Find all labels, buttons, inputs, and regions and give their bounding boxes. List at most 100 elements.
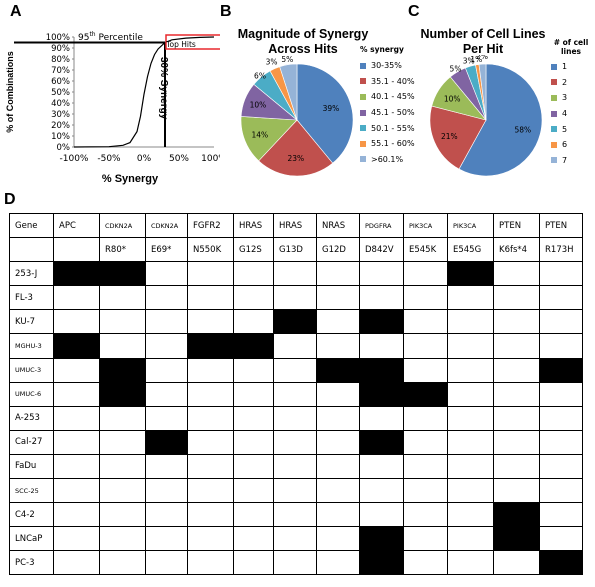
table-row: KU-7: [9, 309, 583, 335]
mutation-absent-cell: [145, 478, 188, 504]
table-row: UMUC-6: [9, 381, 583, 407]
panel-c-label: C: [408, 3, 420, 20]
mutation-absent-cell: [359, 405, 404, 431]
panel-d-label: D: [4, 191, 16, 208]
cell-line-name: A-253: [9, 405, 54, 431]
mutation-absent-cell: [145, 285, 188, 311]
mutation-absent-cell: [447, 526, 494, 552]
mutation-absent-cell: [273, 381, 317, 407]
mutation-absent-cell: [273, 357, 317, 383]
y-tick-label: 80%: [51, 55, 70, 65]
legend-label: 45.1 - 50%: [371, 108, 415, 118]
top-hits-label: Top Hits: [165, 40, 196, 49]
mutation-absent-cell: [145, 357, 188, 383]
panel-a-label: A: [10, 3, 22, 20]
mutation-absent-cell: [273, 429, 317, 455]
mutation-absent-cell: [359, 285, 404, 311]
gene-name-cell: CDKN2A: [99, 212, 146, 239]
mutation-name-cell: N550K: [187, 237, 234, 263]
mutation-absent-cell: [187, 478, 234, 504]
x-tick-label: -50%: [97, 154, 121, 164]
legend-item: 6: [551, 137, 593, 153]
mutation-present-cell: [316, 357, 360, 383]
gene-name-cell: PDGFRA: [359, 212, 404, 239]
mutation-absent-cell: [145, 333, 188, 359]
table-row: LNCaP: [9, 526, 583, 552]
mutation-absent-cell: [233, 453, 274, 480]
mutation-absent-cell: [233, 261, 274, 287]
mutation-present-cell: [99, 261, 146, 287]
table-row: SCC-25: [9, 478, 583, 504]
mutation-name-cell: [53, 237, 100, 263]
mutation-absent-cell: [447, 381, 494, 407]
mutation-absent-cell: [539, 453, 583, 480]
mutation-absent-cell: [403, 550, 448, 576]
cell-line-name: LNCaP: [9, 526, 54, 552]
mutation-absent-cell: [447, 309, 494, 335]
y-tick-label: 60%: [51, 77, 70, 87]
y-tick-label: 100%: [46, 33, 70, 43]
mutation-absent-cell: [403, 285, 448, 311]
mutation-absent-cell: [316, 285, 360, 311]
pie-slice: [258, 119, 334, 177]
mutation-absent-cell: [273, 502, 317, 528]
pie-data-label: 39%: [323, 104, 340, 113]
legend-label: >60.1%: [371, 154, 404, 164]
pie-data-label: 5%: [450, 64, 462, 73]
mutation-absent-cell: [447, 478, 494, 504]
legend-swatch: [551, 141, 557, 148]
pie-data-label: 14%: [251, 131, 268, 140]
mutation-name-cell: E545K: [403, 237, 448, 263]
mutation-absent-cell: [233, 526, 274, 552]
mutation-absent-cell: [403, 261, 448, 287]
legend-swatch: [360, 109, 366, 116]
mutation-absent-cell: [99, 405, 146, 431]
legend-label: 3: [562, 93, 568, 103]
mutation-absent-cell: [493, 381, 540, 407]
mutation-absent-cell: [316, 502, 360, 528]
mutation-absent-cell: [145, 502, 188, 528]
mutation-absent-cell: [187, 357, 234, 383]
mutation-present-cell: [53, 261, 100, 287]
gene-name-cell: HRAS: [273, 212, 317, 239]
mutation-absent-cell: [233, 502, 274, 528]
cell-line-name: UMUC-3: [9, 357, 54, 383]
mutation-present-cell: [493, 502, 540, 528]
legend-label: 6: [562, 140, 568, 150]
mutation-absent-cell: [53, 309, 100, 335]
cell-line-name: UMUC-6: [9, 381, 54, 407]
legend-swatch: [360, 140, 366, 147]
pie-data-label: 1%: [470, 55, 482, 64]
mutation-absent-cell: [539, 405, 583, 431]
mutation-present-cell: [99, 381, 146, 407]
mutation-absent-cell: [539, 526, 583, 552]
y-tick-label: 50%: [51, 88, 70, 98]
mutation-absent-cell: [359, 261, 404, 287]
mutation-absent-cell: [145, 550, 188, 576]
mutation-present-cell: [359, 381, 404, 407]
mutation-absent-cell: [447, 453, 494, 480]
mutation-absent-cell: [493, 357, 540, 383]
mutation-absent-cell: [53, 502, 100, 528]
mutation-absent-cell: [273, 478, 317, 504]
gene-name-cell: NRAS: [316, 212, 360, 239]
legend-label: 55.1 - 60%: [371, 139, 415, 149]
legend-label: 4: [562, 109, 568, 119]
legend-swatch: [551, 63, 557, 70]
cell-line-name: MGHU-3: [9, 333, 54, 359]
mutation-absent-cell: [539, 261, 583, 287]
mutation-absent-cell: [539, 309, 583, 335]
mutation-absent-cell: [447, 550, 494, 576]
legend-item: 55.1 - 60%: [360, 136, 418, 152]
mutation-absent-cell: [145, 261, 188, 287]
pie-data-label: 58%: [514, 126, 531, 135]
x-tick-label: 0%: [137, 154, 152, 164]
mutation-present-cell: [447, 261, 494, 287]
mutation-absent-cell: [145, 526, 188, 552]
mutation-absent-cell: [539, 333, 583, 359]
y-tick-label: 90%: [51, 44, 70, 54]
mutation-absent-cell: [233, 285, 274, 311]
pie-data-label: 2%: [476, 55, 488, 61]
legend-swatch: [360, 156, 366, 163]
mutation-absent-cell: [493, 285, 540, 311]
